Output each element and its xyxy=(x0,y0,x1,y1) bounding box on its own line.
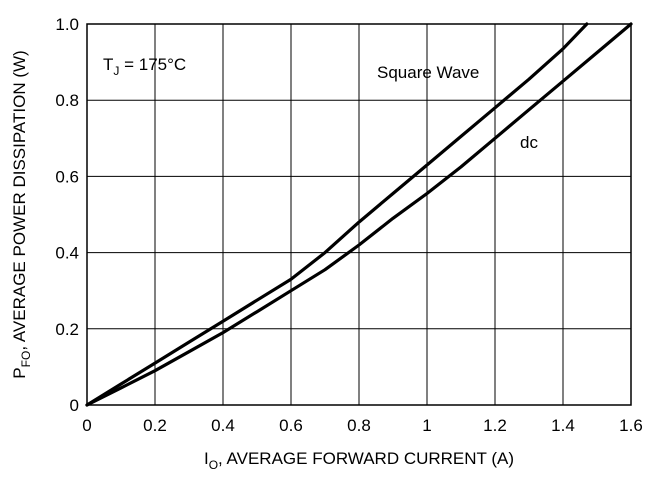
y-axis-label: PFO, AVERAGE POWER DISSIPATION (W) xyxy=(10,50,33,378)
x-axis-label: IO, AVERAGE FORWARD CURRENT (A) xyxy=(204,449,514,472)
y-tick-labels: 0 0.2 0.4 0.6 0.8 1.0 xyxy=(55,15,79,415)
series-line-dc xyxy=(85,22,633,407)
series-line-square-wave xyxy=(85,22,589,407)
x-tick-label-6: 1.2 xyxy=(483,416,507,435)
y-tick-label-3: 0.6 xyxy=(55,167,79,186)
y-tick-label-1: 0.2 xyxy=(55,320,79,339)
square-wave-annotation: Square Wave xyxy=(377,63,479,82)
curves xyxy=(85,22,633,407)
x-tick-labels: 0 0.2 0.4 0.6 0.8 1 1.2 1.4 1.6 xyxy=(82,416,643,435)
y-tick-label-4: 0.8 xyxy=(55,91,79,110)
x-tick-label-1: 0.2 xyxy=(143,416,167,435)
y-tick-label-2: 0.4 xyxy=(55,244,79,263)
x-tick-label-2: 0.4 xyxy=(211,416,235,435)
plot-frame xyxy=(86,23,632,406)
x-tick-label-5: 1 xyxy=(422,416,431,435)
junction-temperature-label: TJ = 175°C xyxy=(103,55,186,78)
dc-annotation: dc xyxy=(520,133,538,152)
x-tick-label-3: 0.6 xyxy=(279,416,303,435)
y-tick-label-5: 1.0 xyxy=(55,15,79,34)
x-tick-label-0: 0 xyxy=(82,416,91,435)
grid-lines xyxy=(86,23,632,406)
x-tick-label-8: 1.6 xyxy=(619,416,643,435)
y-tick-label-0: 0 xyxy=(70,396,79,415)
x-tick-label-4: 0.8 xyxy=(347,416,371,435)
x-tick-label-7: 1.4 xyxy=(551,416,575,435)
